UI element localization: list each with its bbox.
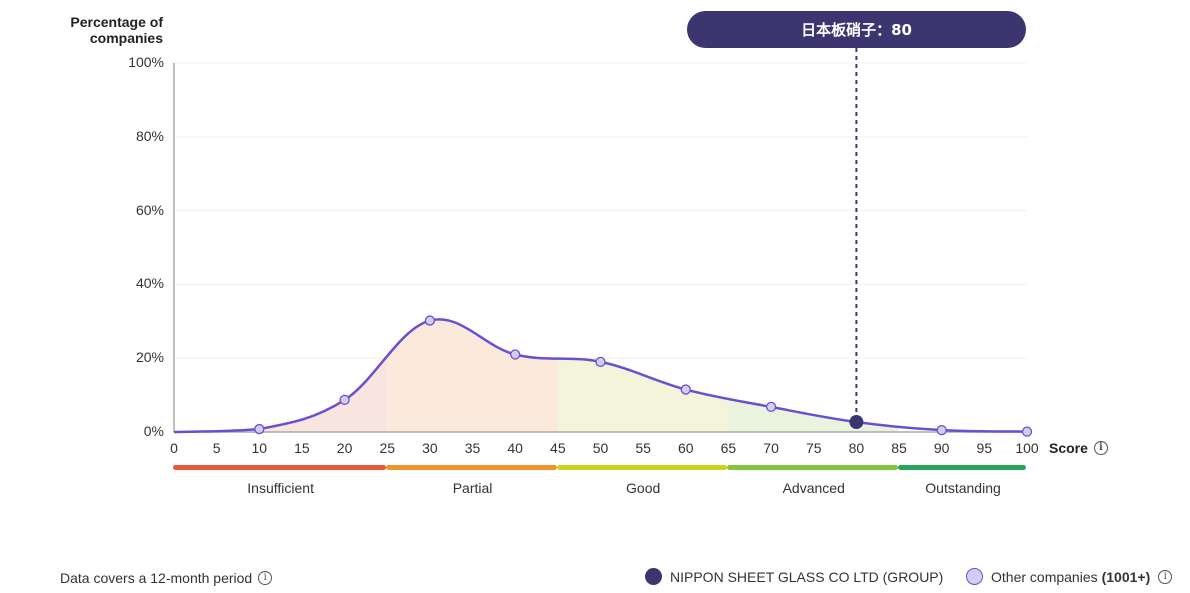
legend-others-count: (1001+) bbox=[1101, 568, 1151, 585]
x-tick-label: 15 bbox=[294, 440, 310, 456]
highlight-tooltip: 日本板硝子：80 bbox=[687, 11, 1026, 48]
data-point[interactable] bbox=[595, 356, 606, 368]
data-point[interactable] bbox=[680, 384, 691, 395]
info-icon[interactable]: i bbox=[1093, 441, 1108, 455]
x-tick-label: 80 bbox=[848, 440, 865, 456]
data-point[interactable] bbox=[765, 401, 777, 413]
x-tick-label: 55 bbox=[635, 440, 651, 456]
score-band-label: Advanced bbox=[782, 480, 845, 496]
y-tick-label: 0% bbox=[143, 423, 164, 439]
score-band-label: Outstanding bbox=[925, 480, 1001, 496]
y-tick-label: 20% bbox=[135, 349, 164, 366]
x-tick-label: 95 bbox=[976, 440, 993, 456]
score-band-bar bbox=[173, 465, 387, 470]
score-band-bar bbox=[727, 465, 899, 470]
period-note-text: Data covers a 12-month period bbox=[60, 570, 253, 586]
others-marker-icon bbox=[966, 568, 983, 585]
x-tick-label: 70 bbox=[763, 440, 779, 456]
score-band-bar bbox=[898, 465, 1026, 470]
x-tick-label: 25 bbox=[379, 440, 396, 456]
x-tick-label: 40 bbox=[507, 440, 523, 456]
x-tick-label: 35 bbox=[464, 440, 481, 456]
x-tick-label: 0 bbox=[170, 440, 178, 456]
x-tick-label: 60 bbox=[678, 440, 694, 456]
data-point[interactable] bbox=[424, 315, 436, 326]
x-tick-label: 5 bbox=[212, 440, 221, 456]
legend-item-others[interactable]: Other companies (1001+) i bbox=[966, 568, 1173, 585]
x-tick-label: 20 bbox=[336, 440, 353, 456]
score-band-bar bbox=[386, 465, 557, 470]
company-marker-icon bbox=[645, 568, 662, 585]
x-axis-title-label: Score bbox=[1049, 440, 1088, 456]
legend-company-label: NIPPON SHEET GLASS CO LTD (GROUP) bbox=[670, 568, 944, 585]
x-axis-title: Score i bbox=[1049, 440, 1108, 456]
x-tick-label: 10 bbox=[251, 440, 268, 456]
data-point[interactable] bbox=[254, 423, 265, 435]
y-axis-title: Percentage of companies bbox=[70, 14, 163, 46]
score-band-bar bbox=[556, 465, 728, 470]
x-tick-label: 100 bbox=[1015, 440, 1039, 456]
legend-others-label: Other companies bbox=[991, 568, 1098, 585]
x-tick-label: 30 bbox=[422, 440, 438, 456]
y-tick-label: 40% bbox=[135, 275, 164, 292]
data-point[interactable] bbox=[936, 425, 947, 436]
info-icon[interactable]: i bbox=[1158, 569, 1173, 584]
area-fill bbox=[174, 319, 1027, 432]
x-tick-label: 85 bbox=[891, 440, 907, 456]
x-tick-label: 75 bbox=[805, 440, 822, 456]
score-band-label: Insufficient bbox=[247, 480, 314, 496]
y-tick-label: 100% bbox=[128, 54, 164, 70]
data-point[interactable] bbox=[339, 394, 350, 406]
y-tick-label: 80% bbox=[135, 127, 164, 144]
data-point[interactable] bbox=[1021, 426, 1033, 437]
period-note: Data covers a 12-month period i bbox=[60, 570, 273, 586]
score-band-label: Good bbox=[626, 480, 661, 496]
info-icon[interactable]: i bbox=[258, 571, 273, 585]
x-tick-label: 90 bbox=[933, 440, 950, 456]
x-tick-label: 45 bbox=[550, 440, 566, 456]
x-tick-label: 50 bbox=[592, 440, 609, 456]
score-band-label: Partial bbox=[452, 480, 493, 496]
x-tick-label: 65 bbox=[720, 440, 737, 456]
legend-item-company[interactable]: NIPPON SHEET GLASS CO LTD (GROUP) bbox=[645, 568, 943, 585]
y-tick-label: 60% bbox=[135, 201, 164, 218]
highlight-data-point[interactable] bbox=[849, 415, 864, 430]
data-point[interactable] bbox=[510, 349, 521, 360]
